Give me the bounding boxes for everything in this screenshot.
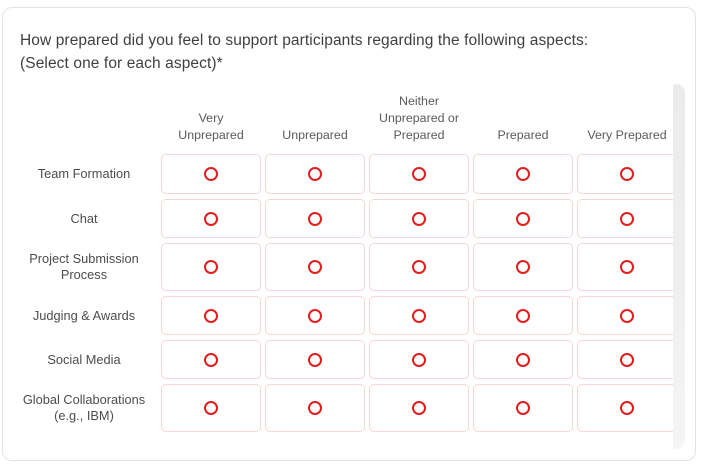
matrix-cell-r5-c3[interactable] <box>369 340 469 379</box>
matrix-cell-r1-c5[interactable] <box>577 154 677 194</box>
row-label-project-submission-process: Project Submission Process <box>29 251 139 282</box>
matrix-cell-r1-c2[interactable] <box>265 154 365 194</box>
matrix-row-global-collaborations-e-g-ibm: Global Collaborations (e.g., IBM) <box>11 384 695 432</box>
radio-button-global-collaborations-e-g-ibm-very-unprepared[interactable] <box>204 401 218 415</box>
row-label-chat: Chat <box>70 210 98 226</box>
radio-button-social-media-prepared[interactable] <box>516 352 530 367</box>
row-label-social-media: Social Media <box>47 351 121 367</box>
matrix-cell-r4-c5[interactable] <box>577 296 677 335</box>
radio-button-global-collaborations-e-g-ibm-very-prepared[interactable] <box>620 401 634 415</box>
question-card: How prepared did you feel to support par… <box>2 7 696 461</box>
matrix-cell-r3-c5[interactable] <box>577 243 677 291</box>
radio-button-project-submission-process-prepared[interactable] <box>516 260 530 274</box>
question-title-line1: How prepared did you feel to support par… <box>20 32 589 49</box>
matrix-cell-r4-c3[interactable] <box>369 296 469 335</box>
question-title-line2: (Select one for each aspect)* <box>20 55 223 72</box>
matrix-row-project-submission-process: Project Submission Process <box>11 243 695 291</box>
matrix-cell-r4-c4[interactable] <box>473 296 573 335</box>
radio-button-global-collaborations-e-g-ibm-prepared[interactable] <box>516 401 530 415</box>
question-title: How prepared did you feel to support par… <box>20 29 673 75</box>
radio-button-social-media-very-prepared[interactable] <box>620 352 634 367</box>
radio-button-judging-awards-prepared[interactable] <box>516 308 530 323</box>
matrix-cell-r4-c2[interactable] <box>265 296 365 335</box>
matrix-cell-r1-c1[interactable] <box>161 154 261 194</box>
matrix-cell-r2-c4[interactable] <box>473 199 573 238</box>
table-edge-panel <box>673 84 685 449</box>
radio-button-team-formation-neither-unprepared-or-prepared[interactable] <box>412 167 426 181</box>
matrix-cell-r1-c4[interactable] <box>473 154 573 194</box>
radio-button-judging-awards-very-prepared[interactable] <box>620 308 634 323</box>
radio-button-team-formation-prepared[interactable] <box>516 167 530 181</box>
matrix-table: Very Unprepared Unprepared Neither Unprepa… <box>3 84 695 449</box>
radio-button-social-media-very-unprepared[interactable] <box>204 352 218 367</box>
radio-button-team-formation-very-prepared[interactable] <box>620 167 634 181</box>
column-header-neither-unprepared-or-prepared: Neither Unprepared or Prepared <box>369 93 469 144</box>
radio-button-global-collaborations-e-g-ibm-neither-unprepared-or-prepared[interactable] <box>412 401 426 415</box>
radio-button-chat-unprepared[interactable] <box>308 211 322 226</box>
column-header-label: Neither Unprepared or Prepared <box>379 94 459 142</box>
column-header-very-prepared: Very Prepared <box>577 127 677 144</box>
matrix-cell-r6-c5[interactable] <box>577 384 677 432</box>
radio-button-project-submission-process-neither-unprepared-or-prepared[interactable] <box>412 260 426 274</box>
radio-button-team-formation-very-unprepared[interactable] <box>204 167 218 181</box>
matrix-row-team-formation: Team Formation <box>11 154 695 194</box>
radio-button-project-submission-process-very-prepared[interactable] <box>620 260 634 274</box>
column-header-label: Prepared <box>497 128 549 142</box>
radio-button-social-media-unprepared[interactable] <box>308 352 322 367</box>
matrix-cell-r6-c2[interactable] <box>265 384 365 432</box>
radio-button-project-submission-process-very-unprepared[interactable] <box>204 260 218 274</box>
matrix-cell-r5-c4[interactable] <box>473 340 573 379</box>
matrix-cell-r6-c4[interactable] <box>473 384 573 432</box>
radio-button-chat-prepared[interactable] <box>516 211 530 226</box>
column-header-label: Unprepared <box>282 128 348 142</box>
column-header-unprepared: Unprepared <box>265 127 365 144</box>
column-header-label: Very Prepared <box>587 128 667 142</box>
matrix-cell-r2-c5[interactable] <box>577 199 677 238</box>
radio-button-judging-awards-very-unprepared[interactable] <box>204 308 218 323</box>
matrix-cell-r6-c3[interactable] <box>369 384 469 432</box>
row-label-team-formation: Team Formation <box>37 166 131 181</box>
row-label-judging-awards: Judging & Awards <box>32 307 136 323</box>
header-row: Very Unprepared Unprepared Neither Unprepa… <box>11 84 695 144</box>
matrix-row-judging-awards: Judging & Awards <box>11 296 695 335</box>
radio-button-chat-very-unprepared[interactable] <box>204 211 218 226</box>
radio-button-social-media-neither-unprepared-or-prepared[interactable] <box>412 352 426 367</box>
matrix-row-social-media: Social Media <box>11 340 695 379</box>
matrix-cell-r3-c4[interactable] <box>473 243 573 291</box>
radio-button-judging-awards-unprepared[interactable] <box>308 308 322 323</box>
matrix-cell-r1-c3[interactable] <box>369 154 469 194</box>
matrix-cell-r2-c3[interactable] <box>369 199 469 238</box>
matrix-cell-r5-c5[interactable] <box>577 340 677 379</box>
radio-button-judging-awards-neither-unprepared-or-prepared[interactable] <box>412 308 426 323</box>
matrix-rows: Team Formation Chat Project Submission Pro… <box>11 154 695 432</box>
radio-button-team-formation-unprepared[interactable] <box>308 167 322 181</box>
matrix-cell-r3-c2[interactable] <box>265 243 365 291</box>
column-header-label: Very Unprepared <box>178 111 244 142</box>
column-header-very-unprepared: Very Unprepared <box>161 110 261 144</box>
matrix-row-chat: Chat <box>11 199 695 238</box>
row-label-global-collaborations-e-g-ibm: Global Collaborations (e.g., IBM) <box>22 392 146 423</box>
matrix-cell-r6-c1[interactable] <box>161 384 261 432</box>
matrix-cell-r3-c1[interactable] <box>161 243 261 291</box>
matrix-cell-r5-c1[interactable] <box>161 340 261 379</box>
radio-button-chat-very-prepared[interactable] <box>620 211 634 226</box>
matrix-cell-r5-c2[interactable] <box>265 340 365 379</box>
column-header-prepared: Prepared <box>473 127 573 144</box>
matrix-cell-r2-c2[interactable] <box>265 199 365 238</box>
radio-button-global-collaborations-e-g-ibm-unprepared[interactable] <box>308 401 322 415</box>
radio-button-project-submission-process-unprepared[interactable] <box>308 260 322 274</box>
matrix-cell-r2-c1[interactable] <box>161 199 261 238</box>
matrix-cell-r4-c1[interactable] <box>161 296 261 335</box>
matrix-cell-r3-c3[interactable] <box>369 243 469 291</box>
radio-button-chat-neither-unprepared-or-prepared[interactable] <box>412 211 426 226</box>
